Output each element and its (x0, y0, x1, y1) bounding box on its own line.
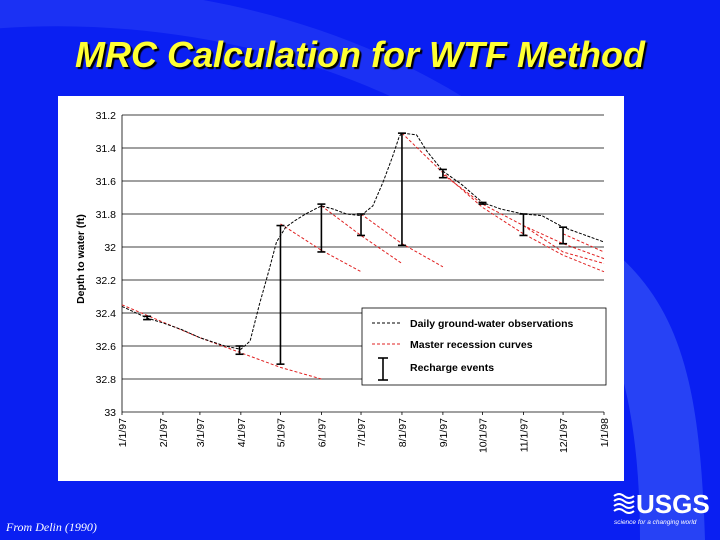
legend-label-recession: Master recession curves (410, 339, 533, 351)
recession-curve (562, 233, 605, 253)
chart-panel: 31.2 31.4 31.6 31.8 32 32.2 32.4 32.6 32.8 33 1/1… (58, 96, 624, 481)
recharge-event (276, 224, 285, 365)
recharge-event (317, 203, 326, 253)
x-tick-label: 2/1/97 (158, 418, 170, 447)
y-axis-label: Depth to water (ft) (75, 214, 87, 304)
x-tick-label: 12/1/97 (558, 418, 570, 453)
x-tick-label: 11/1/97 (518, 418, 530, 452)
x-tick-label: 6/1/97 (316, 418, 328, 447)
legend-swatch-recharge (378, 357, 388, 381)
recession-curve (121, 304, 322, 380)
y-tick-labels: 31.2 31.4 31.6 31.8 32 32.2 32.4 32.6 32.8 33 (96, 110, 117, 419)
slide-title: MRC Calculation for WTF Method (75, 34, 645, 75)
recharge-event (478, 201, 487, 205)
legend-label-observations: Daily ground-water observations (410, 318, 574, 330)
recharge-event (438, 168, 447, 179)
recharge-event (519, 213, 528, 237)
recharge-event (235, 345, 244, 356)
usgs-logo-text: USGS (636, 489, 710, 519)
y-tick-label: 32.4 (96, 308, 117, 320)
x-tick-label: 5/1/97 (275, 418, 287, 447)
legend-label-recharge: Recharge events (410, 362, 494, 374)
observation-series (121, 132, 605, 350)
usgs-logo: USGS science for a changing world (613, 489, 710, 526)
recharge-event (397, 132, 406, 247)
y-tick-label: 31.8 (96, 209, 117, 221)
recharge-event (357, 213, 366, 237)
x-tick-label: 3/1/97 (195, 418, 207, 447)
source-citation: From Delin (1990) (6, 520, 97, 534)
x-tick-label: 4/1/97 (236, 418, 248, 447)
x-tick-labels: 1/1/97 2/1/97 3/1/97 4/1/97 5/1/97 6/1/97 7/1/… (117, 418, 611, 453)
y-tick-label: 32 (104, 242, 116, 254)
recharge-events (143, 132, 568, 365)
recession-curve (523, 225, 605, 264)
x-tick-label: 1/1/97 (117, 418, 129, 447)
usgs-tagline: science for a changing world (614, 519, 697, 526)
y-tick-label: 31.4 (96, 143, 117, 155)
recharge-event (559, 226, 568, 245)
recharge-event (143, 315, 152, 321)
recession-curve (280, 223, 362, 273)
y-tick-label: 33 (104, 407, 116, 419)
recession-curve (401, 132, 605, 273)
usgs-wave-icon (613, 493, 635, 514)
recession-curve (321, 205, 403, 264)
y-tick-label: 31.2 (96, 110, 117, 122)
y-tick-label: 32.8 (96, 374, 117, 386)
observation-line (121, 132, 605, 350)
x-tick-label: 8/1/97 (397, 418, 409, 447)
x-tick-label: 10/1/97 (478, 418, 490, 453)
x-tick-label: 7/1/97 (356, 418, 368, 447)
y-tick-label: 31.6 (96, 176, 117, 188)
y-tick-label: 32.6 (96, 341, 117, 353)
legend: Daily ground-water observations Master r… (361, 307, 607, 386)
groundwater-chart: 31.2 31.4 31.6 31.8 32 32.2 32.4 32.6 32.8 33 1/1… (75, 110, 611, 453)
y-tick-label: 32.2 (96, 275, 117, 287)
x-tick-label: 9/1/97 (438, 418, 450, 447)
x-tick-label: 1/1/98 (599, 418, 611, 447)
legend-box (361, 307, 607, 386)
